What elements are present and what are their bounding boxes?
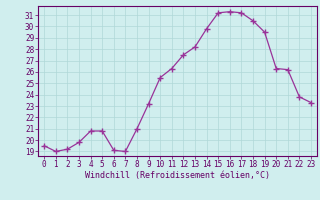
X-axis label: Windchill (Refroidissement éolien,°C): Windchill (Refroidissement éolien,°C) bbox=[85, 171, 270, 180]
